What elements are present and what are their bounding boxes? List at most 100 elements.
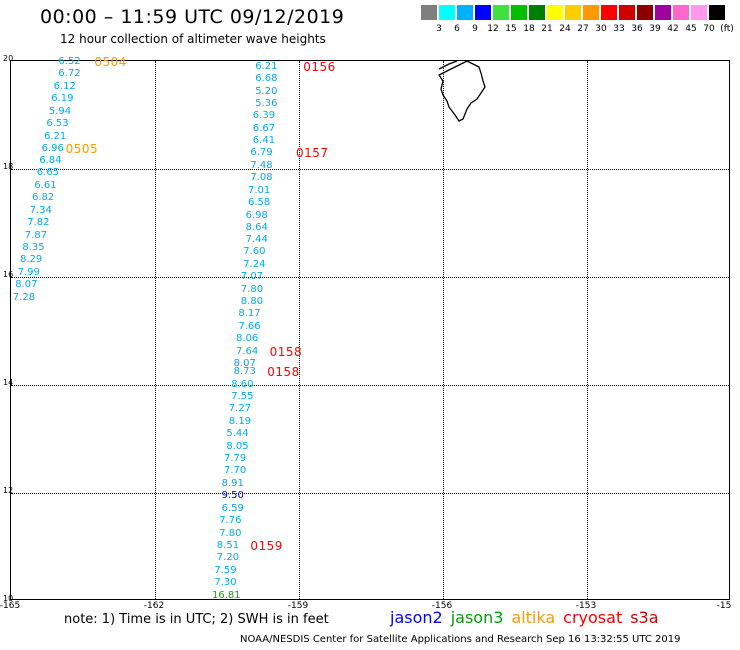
wave-height-point: 7.59 <box>214 564 237 576</box>
color-scale-label: 24 <box>559 24 571 34</box>
wave-height-point: 6.96 <box>41 143 64 155</box>
x-tick-label: -162 <box>143 601 165 611</box>
color-swatch <box>493 5 509 20</box>
x-tick-label: -156 <box>431 601 453 611</box>
wave-height-point: 6.12 <box>53 81 76 92</box>
footnote: note: 1) Time is in UTC; 2) SWH is in fe… <box>64 612 329 627</box>
wave-height-point: 6.68 <box>255 73 278 85</box>
satellite-legend-item: jason3 <box>450 608 504 627</box>
y-tick-label: 20 <box>3 54 14 63</box>
x-tick-label: -159 <box>287 601 309 611</box>
latitude-gridline <box>11 169 729 170</box>
color-scale-label: 21 <box>541 24 553 34</box>
wave-height-point: 7.01 <box>248 184 271 196</box>
wave-height-point: 6.61 <box>34 179 57 191</box>
satellite-legend-item: cryosat <box>563 608 623 627</box>
wave-height-point: 6.39 <box>252 110 276 122</box>
wave-height-point: 6.41 <box>252 135 276 146</box>
wave-height-point: 6.82 <box>32 192 55 204</box>
color-scale-label: 3 <box>436 24 442 34</box>
wave-height-point: 5.20 <box>255 85 278 97</box>
satellite-legend-item: s3a <box>630 608 659 627</box>
wave-height-point: 8.07 <box>233 358 256 370</box>
wave-height-point: 6.84 <box>39 154 62 166</box>
wave-height-point: 6.53 <box>46 118 69 130</box>
color-scale-label: 39 <box>649 24 661 34</box>
color-scale-label: 6 <box>454 24 460 34</box>
color-scale-label: 27 <box>577 24 589 34</box>
wave-height-point: 8.60 <box>231 378 254 390</box>
color-swatch <box>565 5 581 20</box>
wave-height-point: 6.21 <box>255 61 278 73</box>
color-swatch <box>583 5 599 20</box>
color-scale-label: (ft) <box>720 24 734 34</box>
credit-line: NOAA/NESDIS Center for Satellite Applica… <box>240 634 681 645</box>
wave-height-point: 7.55 <box>231 390 254 402</box>
wave-height-point: 7.20 <box>216 552 240 564</box>
map-title: 00:00 – 11:59 UTC 09/12/2019 <box>40 6 345 28</box>
wave-height-point: 7.66 <box>238 320 261 332</box>
color-scale-label: 33 <box>613 24 625 34</box>
wave-height-point: 7.24 <box>243 258 266 270</box>
wave-height-point: 8.80 <box>240 295 264 307</box>
y-tick-label: 12 <box>3 486 14 495</box>
longitude-gridline <box>155 61 156 599</box>
wave-height-point: 8.29 <box>20 254 43 266</box>
wave-height-point: 8.17 <box>238 308 261 320</box>
map-plot-area <box>10 60 730 600</box>
wave-height-point: 7.08 <box>250 172 273 184</box>
wave-height-point: 16.81 <box>212 589 241 601</box>
wave-height-point: 6.65 <box>36 167 60 179</box>
wave-height-point: 7.76 <box>219 515 242 527</box>
y-tick-label: 18 <box>3 162 14 171</box>
color-swatch <box>691 5 707 20</box>
pass-time-label: 0504 <box>94 54 127 69</box>
wave-height-point: 8.06 <box>236 333 259 345</box>
wave-height-point: 7.27 <box>228 403 252 415</box>
pass-time-label: 0156 <box>303 60 336 75</box>
wave-height-point: 7.70 <box>224 465 247 477</box>
wave-height-point: 8.05 <box>226 440 249 452</box>
color-swatch <box>511 5 527 20</box>
wave-height-point: 8.07 <box>15 279 38 291</box>
color-scale-label: 45 <box>685 24 697 34</box>
wave-height-point: 7.80 <box>240 283 264 295</box>
longitude-gridline <box>299 61 300 599</box>
latitude-gridline <box>11 277 729 278</box>
wave-height-point: 5.44 <box>226 428 249 440</box>
wave-height-point: 7.99 <box>17 266 40 278</box>
color-swatch <box>457 5 473 20</box>
wave-height-point: 6.21 <box>44 130 67 142</box>
pass-time-label: 0157 <box>296 146 329 161</box>
wave-height-point: 6.79 <box>250 147 273 159</box>
satellite-legend-item: jason2 <box>390 608 443 627</box>
wave-height-point: 6.58 <box>248 197 271 209</box>
color-scale-label: 30 <box>595 24 607 34</box>
pass-time-label: 0159 <box>250 539 283 553</box>
x-tick-label: -15 <box>716 601 732 611</box>
x-tick-label: -153 <box>575 601 597 611</box>
y-tick-label: 14 <box>3 378 14 387</box>
color-scale-label: 9 <box>472 24 478 34</box>
color-swatch <box>655 5 671 20</box>
wave-height-point: 7.60 <box>243 246 266 258</box>
wave-height-point: 7.79 <box>224 453 247 465</box>
longitude-gridline <box>587 61 588 599</box>
wave-height-point: 6.59 <box>221 502 244 514</box>
wave-height-point: 8.73 <box>233 366 256 378</box>
color-scale-label: 70 <box>703 24 715 34</box>
y-tick-label: 10 <box>3 594 14 603</box>
wave-height-point: 5.94 <box>48 105 72 117</box>
pass-time-label: 0505 <box>65 142 99 157</box>
pass-time-label: 0158 <box>267 365 300 380</box>
wave-height-point: 7.28 <box>12 291 36 303</box>
wave-height-point: 6.67 <box>252 122 276 134</box>
wave-height-point: 8.51 <box>216 540 240 551</box>
wave-height-point: 8.64 <box>245 221 268 233</box>
wave-height-point: 9.50 <box>221 490 244 502</box>
color-swatch <box>529 5 545 20</box>
color-swatch <box>547 5 563 20</box>
color-swatch <box>475 5 491 20</box>
wave-height-point: 7.80 <box>219 527 242 539</box>
longitude-gridline <box>443 61 444 599</box>
